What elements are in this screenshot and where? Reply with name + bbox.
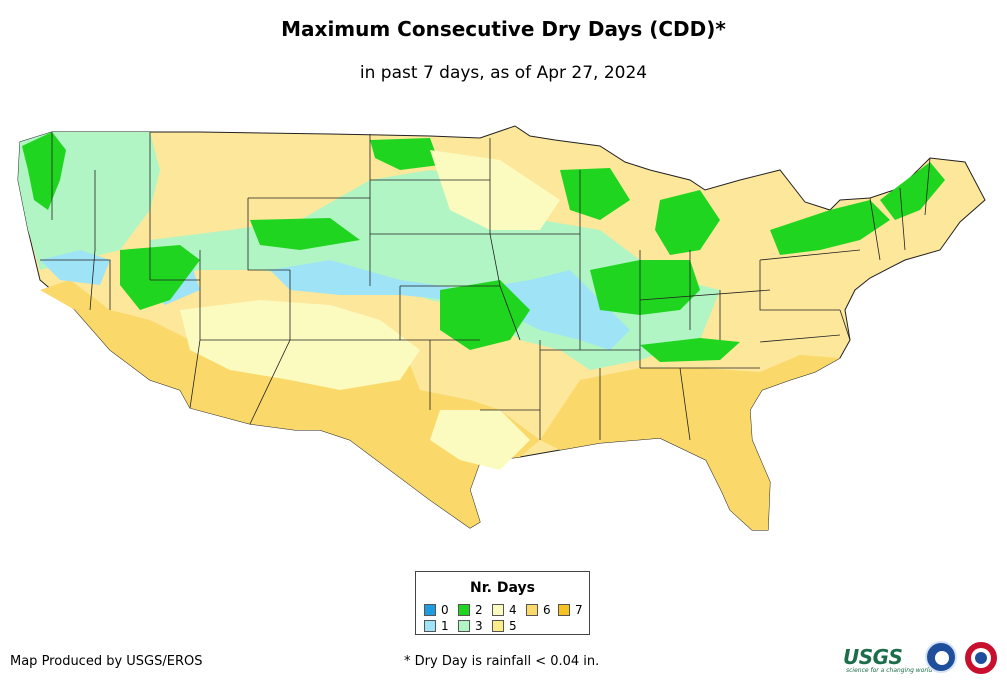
legend-swatch bbox=[526, 604, 538, 616]
map-title: Maximum Consecutive Dry Days (CDD)* bbox=[281, 17, 726, 41]
legend-swatch bbox=[458, 620, 470, 632]
legend-item-7: 7 bbox=[558, 603, 583, 617]
legend-label: 0 bbox=[441, 603, 449, 617]
legend-label: 5 bbox=[509, 619, 517, 633]
nws-logo-icon bbox=[963, 640, 999, 676]
legend-item-4: 4 bbox=[492, 603, 517, 617]
michigan-green bbox=[655, 190, 720, 255]
rockies-green bbox=[120, 245, 200, 310]
tx-pale bbox=[430, 410, 530, 470]
usgs-logo: USGS bbox=[843, 645, 903, 669]
legend-swatch bbox=[492, 604, 504, 616]
plains-green bbox=[440, 280, 530, 350]
map-credit: Map Produced by USGS/EROS bbox=[10, 654, 203, 669]
plains-blue bbox=[270, 260, 630, 350]
legend-item-6: 6 bbox=[526, 603, 551, 617]
state-borders bbox=[40, 132, 931, 441]
dry-day-footnote: * Dry Day is rainfall < 0.04 in. bbox=[404, 654, 600, 669]
mid-pale bbox=[180, 300, 420, 390]
legend-item-0: 0 bbox=[424, 603, 449, 617]
legend-item-5: 5 bbox=[492, 619, 517, 633]
legend-item-3: 3 bbox=[458, 619, 483, 633]
dakota-green bbox=[370, 138, 440, 170]
legend-label: 6 bbox=[543, 603, 551, 617]
legend-item-2: 2 bbox=[458, 603, 483, 617]
wi-green bbox=[560, 168, 630, 220]
legend-swatch bbox=[558, 604, 570, 616]
legend-swatch bbox=[492, 620, 504, 632]
legend-label: 7 bbox=[575, 603, 583, 617]
legend-swatch bbox=[424, 620, 436, 632]
ne-green bbox=[770, 200, 890, 255]
legend-swatch bbox=[458, 604, 470, 616]
legend-label: 3 bbox=[475, 619, 483, 633]
pnw-wet bbox=[22, 132, 66, 210]
legend: Nr. Days 0 1 2 3 4 5 6 7 bbox=[415, 571, 590, 635]
plains-pale bbox=[430, 150, 560, 230]
legend-swatch bbox=[424, 604, 436, 616]
noaa-logo-icon bbox=[925, 641, 957, 673]
midwest-green bbox=[590, 260, 700, 315]
se-dry-region bbox=[540, 355, 840, 530]
wyoming-green bbox=[250, 218, 360, 250]
tn-green bbox=[640, 338, 740, 362]
legend-title: Nr. Days bbox=[470, 580, 535, 596]
usgs-tagline: science for a changing world bbox=[846, 667, 933, 674]
sw-dry-region bbox=[40, 280, 540, 528]
legend-item-1: 1 bbox=[424, 619, 449, 633]
us-cdd-map bbox=[17, 125, 986, 531]
legend-label: 4 bbox=[509, 603, 517, 617]
map-subtitle: in past 7 days, as of Apr 27, 2024 bbox=[359, 63, 648, 83]
legend-label: 2 bbox=[475, 603, 483, 617]
legend-label: 1 bbox=[441, 619, 449, 633]
